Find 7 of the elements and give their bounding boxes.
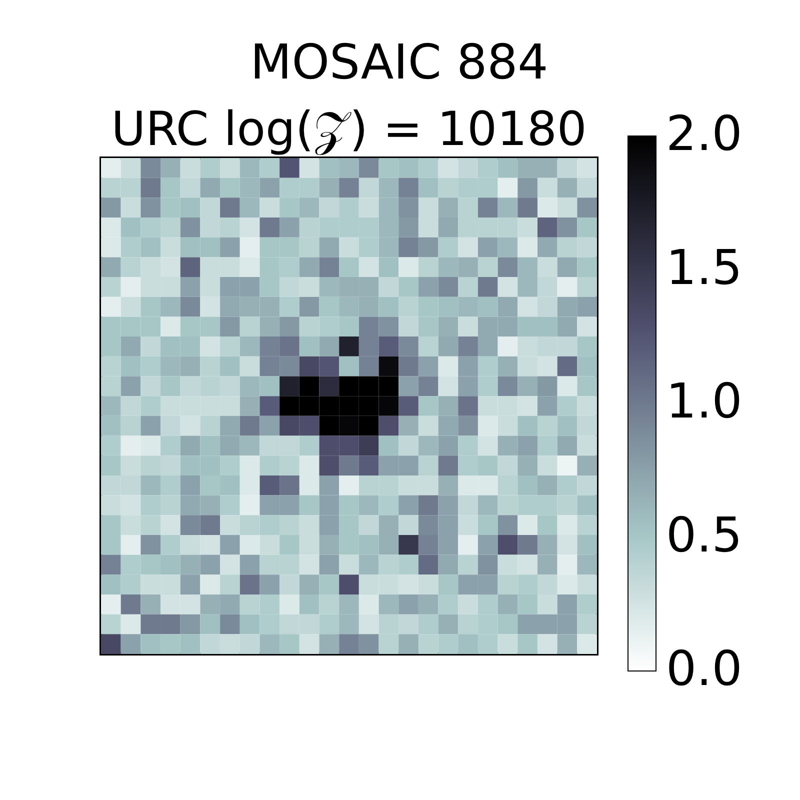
color-bar-label: 0.5 xyxy=(666,507,742,564)
chart-subtitle: URC log(𝒵) = 10180 xyxy=(111,102,587,157)
color-bar-label: 2.0 xyxy=(666,106,742,162)
chart-title: MOSAIC 884 xyxy=(250,34,548,90)
color-bar-label: 0.0 xyxy=(666,641,742,697)
color-bar-label: 1.5 xyxy=(666,240,742,296)
color-bar-label: 1.0 xyxy=(666,374,742,430)
